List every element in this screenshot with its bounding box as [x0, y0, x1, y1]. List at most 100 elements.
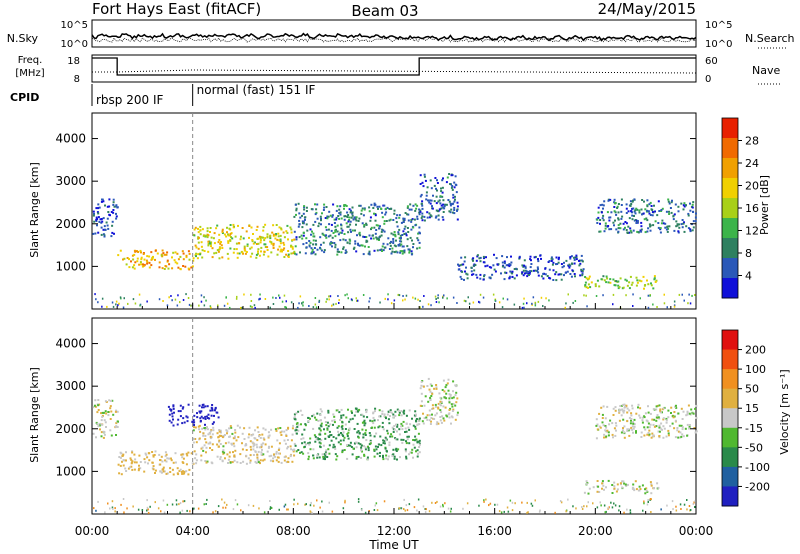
heatmap-cell [667, 416, 670, 419]
heatmap-cell [432, 194, 434, 197]
heatmap-cell [420, 400, 423, 403]
heatmap-cell [245, 462, 248, 465]
heatmap-cell [650, 492, 653, 495]
cpid-mode-label: rbsp 200 IF [96, 93, 163, 107]
heatmap-cell [287, 508, 289, 511]
heatmap-cell [616, 205, 619, 208]
heatmap-cell [234, 449, 237, 452]
heatmap-cell [464, 256, 467, 259]
noise-rtick-top: 10^5 [705, 20, 732, 31]
heatmap-cell [225, 296, 227, 299]
heatmap-cell [157, 507, 160, 510]
heatmap-cell [416, 440, 419, 443]
heatmap-cell [216, 249, 219, 252]
heatmap-cell [312, 448, 315, 451]
heatmap-cell [259, 436, 262, 439]
heatmap-cell [643, 218, 646, 221]
heatmap-cell [604, 224, 607, 227]
heatmap-cell [396, 458, 398, 461]
heatmap-cell [139, 461, 142, 463]
heatmap-cell [411, 239, 413, 242]
heatmap-cell [166, 503, 169, 506]
heatmap-cell [328, 430, 331, 433]
heatmap-cell [249, 440, 252, 443]
heatmap-cell [628, 217, 631, 220]
heatmap-cell [689, 302, 692, 305]
heatmap-cell [633, 215, 635, 217]
heatmap-cell [442, 505, 444, 508]
heatmap-cell [269, 500, 271, 502]
heatmap-cell [628, 287, 631, 290]
heatmap-cell [679, 503, 682, 506]
heatmap-cell [222, 452, 225, 455]
heatmap-cell [642, 275, 645, 278]
heatmap-cell [673, 229, 676, 232]
heatmap-cell [670, 201, 673, 204]
heatmap-cell [365, 236, 368, 238]
heatmap-cell [285, 300, 287, 303]
heatmap-cell [211, 409, 214, 412]
heatmap-cell [229, 224, 232, 226]
heatmap-cell [176, 304, 179, 307]
heatmap-cell [431, 501, 433, 504]
heatmap-cell [616, 488, 619, 491]
heatmap-cell [666, 504, 668, 507]
heatmap-cell [460, 256, 463, 259]
heatmap-cell [179, 511, 181, 514]
heatmap-cell [230, 232, 233, 235]
heatmap-cell [321, 510, 324, 513]
heatmap-cell [544, 267, 547, 270]
heatmap-cell [410, 451, 413, 454]
heatmap-cell [374, 232, 377, 235]
heatmap-cell [618, 419, 621, 422]
heatmap-cell [605, 275, 608, 278]
heatmap-cell [217, 241, 220, 244]
heatmap-cell [572, 301, 574, 304]
heatmap-cell [236, 295, 238, 298]
heatmap-cell [101, 220, 104, 223]
heatmap-cell [291, 427, 294, 430]
heatmap-cell [104, 228, 107, 231]
heatmap-cell [405, 294, 408, 297]
heatmap-cell [483, 500, 485, 503]
heatmap-cell [638, 209, 641, 212]
heatmap-cell [342, 414, 345, 417]
heatmap-cell [122, 306, 125, 309]
heatmap-cell [640, 225, 643, 228]
heatmap-cell [329, 214, 332, 217]
heatmap-cell [210, 245, 212, 248]
heatmap-cell [622, 222, 625, 225]
heatmap-cell [131, 266, 134, 269]
heatmap-cell [680, 508, 682, 510]
heatmap-cell [439, 396, 442, 399]
heatmap-cell [363, 454, 366, 457]
heatmap-cell [653, 277, 656, 280]
heatmap-cell [330, 223, 333, 226]
heatmap-cell [199, 419, 202, 422]
heatmap-cell [316, 456, 319, 459]
heatmap-cell [345, 222, 348, 225]
heatmap-cell [470, 270, 473, 273]
heatmap-cell [604, 222, 607, 225]
heatmap-cell [681, 219, 684, 221]
heatmap-cell [623, 403, 626, 406]
heatmap-cell [324, 226, 327, 229]
colorbar-tick-label: 100 [745, 363, 766, 376]
heatmap-cell [180, 453, 183, 456]
heatmap-cell [429, 214, 432, 217]
heatmap-cell [330, 229, 333, 232]
heatmap-cell [646, 199, 649, 202]
heatmap-cell [110, 211, 113, 213]
heatmap-cell [328, 436, 331, 438]
heatmap-cell [305, 210, 308, 212]
heatmap-cell [635, 431, 637, 434]
heatmap-cell [170, 457, 172, 460]
heatmap-cell [594, 285, 597, 288]
heatmap-cell [159, 459, 162, 462]
heatmap-cell [227, 233, 229, 236]
heatmap-cell [373, 509, 376, 511]
heatmap-cell [178, 470, 181, 472]
heatmap-cell [450, 186, 453, 189]
heatmap-cell [402, 411, 405, 414]
